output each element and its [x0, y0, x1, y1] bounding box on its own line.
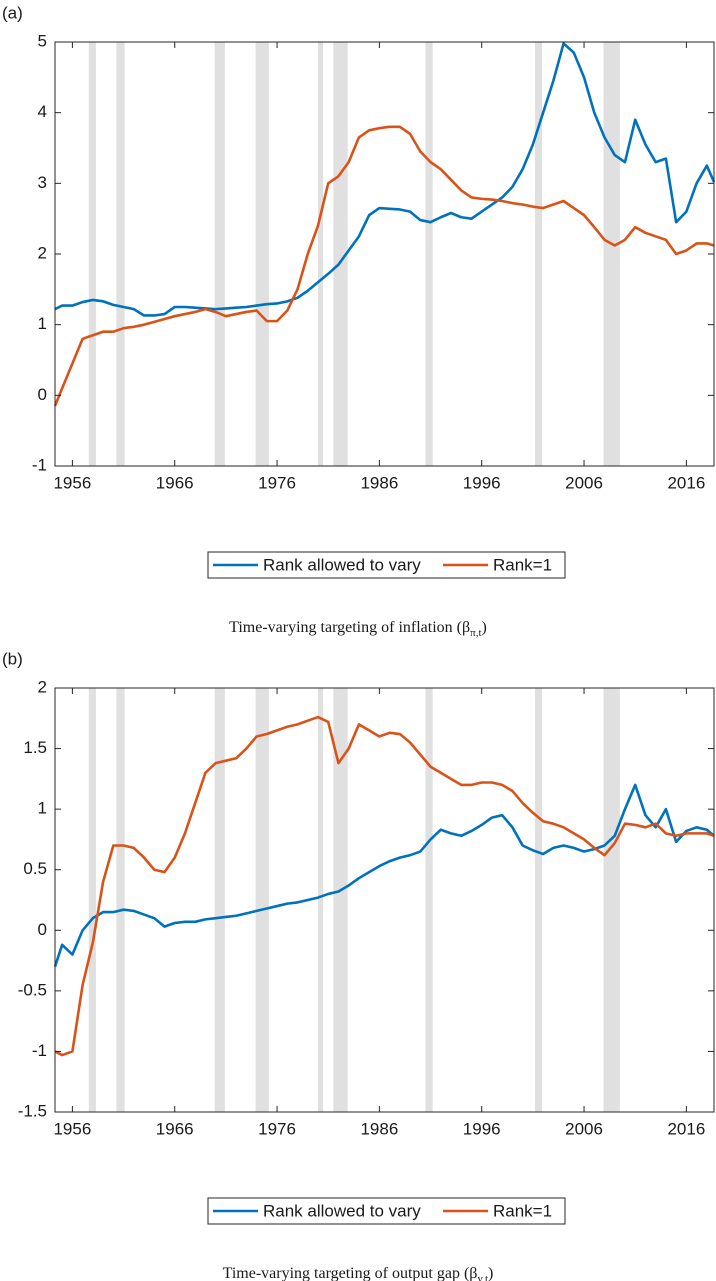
y-tick-label: 2 [38, 243, 47, 262]
line-series [53, 783, 715, 968]
shaded-period [214, 42, 225, 466]
shaded-period [603, 688, 620, 1112]
caption-subscript: y,t [477, 1273, 488, 1281]
caption-close: ) [482, 619, 487, 636]
legend: Rank allowed to vary Rank=1 [207, 551, 566, 579]
shaded-period [317, 42, 324, 466]
shaded-period [534, 688, 543, 1112]
shaded-period [255, 688, 269, 1112]
x-tick-label: 1976 [258, 1119, 296, 1138]
shaded-period [255, 42, 269, 466]
shaded-period [333, 42, 348, 466]
x-tick-label: 1986 [360, 1119, 398, 1138]
shaded-period [116, 688, 125, 1112]
y-tick-label: 0 [38, 385, 47, 404]
x-tick-label: 1956 [53, 473, 91, 492]
shaded-period [534, 42, 543, 466]
x-tick-label: 1996 [463, 473, 501, 492]
caption-text: Time-varying targeting of inflation (β [229, 619, 470, 636]
caption-subscript: π,t [470, 627, 481, 639]
y-tick-label: 0.5 [23, 859, 47, 878]
caption: Time-varying targeting of output gap (βy… [223, 1265, 494, 1281]
shaded-period [116, 42, 125, 466]
shaded-period [603, 42, 620, 466]
x-tick-label: 1976 [258, 473, 296, 492]
line-series [54, 715, 715, 1057]
panel: (b) -1.5 -1 -0.5 0 0.5 1 1.5 2 1956 1966 1976 1986 19… [2, 649, 715, 1281]
y-tick-label: 1.5 [23, 738, 47, 757]
axes-box [54, 687, 715, 1113]
y-tick-label: 3 [38, 173, 47, 192]
legend-box [207, 551, 566, 579]
x-tick-label: 2006 [565, 473, 603, 492]
panel: (a) -1 0 1 2 3 4 5 1956 1966 1976 1986 1996 2006 2016 R… [2, 3, 716, 639]
caption-text: Time-varying targeting of output gap (β [223, 1265, 478, 1281]
x-tick-label: 2016 [667, 1119, 705, 1138]
y-tick-label: -0.5 [18, 980, 47, 999]
legend-label: Rank=1 [493, 1201, 552, 1220]
panel-label: (a) [2, 3, 23, 22]
line-series [54, 42, 716, 317]
legend: Rank allowed to vary Rank=1 [207, 1197, 566, 1225]
y-tick-label: 0 [38, 920, 47, 939]
x-tick-label: 1986 [360, 473, 398, 492]
panel-label: (b) [2, 649, 23, 668]
legend-label: Rank allowed to vary [263, 555, 421, 574]
shaded-period [333, 688, 348, 1112]
x-tick-label: 1956 [53, 1119, 91, 1138]
legend-box [207, 1197, 566, 1225]
shaded-period [214, 688, 225, 1112]
y-tick-label: 4 [38, 102, 47, 121]
shaded-period [425, 42, 433, 466]
y-tick-label: 1 [38, 314, 47, 333]
x-tick-label: 1996 [463, 1119, 501, 1138]
x-tick-label: 2016 [667, 473, 705, 492]
y-tick-label: 1 [38, 799, 47, 818]
y-tick-label: 5 [38, 31, 47, 50]
y-tick-label: -1 [32, 1041, 47, 1060]
shaded-period [425, 688, 433, 1112]
x-tick-label: 1966 [156, 473, 194, 492]
shaded-period [88, 688, 96, 1112]
shaded-period [88, 42, 96, 466]
shaded-period [317, 688, 324, 1112]
line-series [53, 125, 715, 407]
caption: Time-varying targeting of inflation (βπ,… [229, 619, 487, 639]
legend-label: Rank=1 [493, 555, 552, 574]
y-tick-label: -1 [32, 455, 47, 474]
x-tick-label: 2006 [565, 1119, 603, 1138]
y-tick-label: 2 [38, 677, 47, 696]
legend-label: Rank allowed to vary [263, 1201, 421, 1220]
x-tick-label: 1966 [156, 1119, 194, 1138]
y-tick-label: -1.5 [18, 1101, 47, 1120]
caption-close: ) [488, 1265, 493, 1281]
